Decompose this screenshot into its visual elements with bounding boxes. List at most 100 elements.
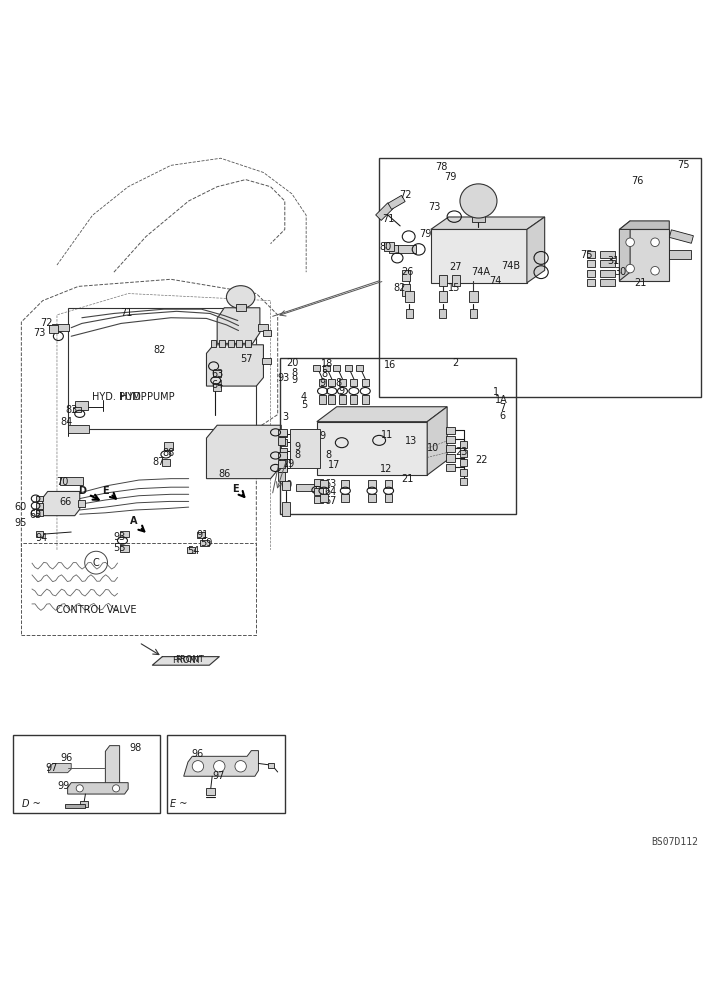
Text: 21: 21: [634, 278, 647, 288]
Text: 60: 60: [14, 502, 27, 512]
Text: HYD. PUMP: HYD. PUMP: [120, 392, 174, 402]
Text: 10: 10: [426, 443, 439, 453]
Bar: [280, 431, 287, 437]
Text: 79: 79: [444, 172, 456, 182]
Bar: [452, 275, 460, 286]
Bar: [228, 340, 234, 347]
Bar: [339, 395, 346, 404]
Bar: [280, 456, 287, 463]
Bar: [167, 735, 285, 813]
Bar: [211, 340, 216, 347]
Bar: [313, 365, 320, 371]
Bar: [120, 545, 129, 552]
Polygon shape: [217, 308, 260, 343]
Bar: [342, 494, 349, 502]
Text: E: E: [102, 486, 109, 496]
Text: 75: 75: [580, 250, 593, 260]
Bar: [439, 275, 447, 286]
Text: 17: 17: [328, 460, 340, 470]
Bar: [65, 804, 85, 808]
Text: 82: 82: [393, 283, 406, 293]
Bar: [389, 245, 398, 253]
Bar: [472, 211, 485, 222]
Bar: [339, 379, 346, 386]
Bar: [460, 478, 467, 485]
Bar: [470, 309, 477, 318]
Bar: [52, 324, 70, 331]
Bar: [460, 459, 467, 466]
Text: C: C: [93, 558, 100, 568]
Circle shape: [76, 785, 83, 792]
Polygon shape: [184, 751, 258, 776]
Text: 78: 78: [435, 162, 448, 172]
Bar: [362, 395, 369, 404]
Bar: [388, 195, 405, 209]
Polygon shape: [68, 783, 128, 794]
Polygon shape: [619, 221, 630, 281]
Bar: [600, 279, 615, 286]
Bar: [278, 472, 285, 481]
Bar: [219, 340, 225, 347]
Polygon shape: [317, 422, 427, 475]
Text: 97: 97: [212, 771, 225, 781]
Bar: [280, 439, 287, 446]
Bar: [280, 358, 516, 514]
Bar: [446, 427, 455, 434]
Bar: [600, 260, 615, 267]
Bar: [162, 459, 170, 466]
Text: 72: 72: [40, 318, 53, 328]
Text: 93: 93: [113, 532, 126, 542]
Text: 76: 76: [631, 176, 644, 186]
Text: CONTROL VALVE: CONTROL VALVE: [56, 605, 137, 615]
Text: 60: 60: [281, 480, 293, 490]
Bar: [278, 429, 287, 436]
Text: 99: 99: [57, 781, 70, 791]
Bar: [314, 496, 323, 503]
Text: 79: 79: [419, 229, 432, 239]
Polygon shape: [206, 425, 281, 479]
Bar: [320, 494, 328, 502]
Bar: [263, 330, 271, 336]
Text: 8: 8: [336, 378, 342, 388]
Bar: [36, 531, 43, 537]
Bar: [368, 480, 376, 488]
Bar: [446, 445, 455, 452]
Polygon shape: [427, 407, 447, 475]
Bar: [446, 454, 455, 462]
Bar: [342, 480, 349, 488]
Bar: [446, 436, 455, 443]
Text: 71: 71: [120, 308, 133, 318]
Text: 16: 16: [384, 360, 397, 370]
Text: 59: 59: [200, 538, 213, 548]
Text: 70: 70: [56, 477, 69, 487]
Bar: [268, 763, 274, 768]
Text: 5: 5: [301, 400, 307, 410]
Bar: [314, 488, 323, 495]
Polygon shape: [105, 746, 120, 792]
Circle shape: [214, 761, 225, 772]
Bar: [587, 270, 595, 277]
Text: D: D: [78, 486, 86, 496]
Text: FRONT: FRONT: [175, 655, 204, 664]
Circle shape: [651, 266, 659, 275]
Text: 8: 8: [321, 369, 327, 379]
Text: 84: 84: [61, 417, 73, 427]
Text: 18: 18: [321, 359, 334, 369]
Bar: [319, 395, 326, 404]
Bar: [384, 242, 394, 251]
Bar: [600, 270, 615, 277]
Polygon shape: [206, 345, 263, 386]
Text: 74: 74: [489, 276, 502, 286]
Text: 75: 75: [677, 160, 690, 170]
Bar: [405, 291, 414, 302]
Text: 9: 9: [320, 378, 325, 388]
Text: 7: 7: [500, 403, 506, 413]
Text: 97: 97: [46, 763, 58, 773]
Text: 71: 71: [382, 214, 395, 224]
Text: 94: 94: [35, 533, 48, 543]
Text: 19: 19: [283, 459, 295, 469]
Text: 54: 54: [187, 546, 200, 556]
Text: 3: 3: [283, 412, 288, 422]
Bar: [258, 324, 268, 331]
Text: 83: 83: [65, 405, 78, 415]
